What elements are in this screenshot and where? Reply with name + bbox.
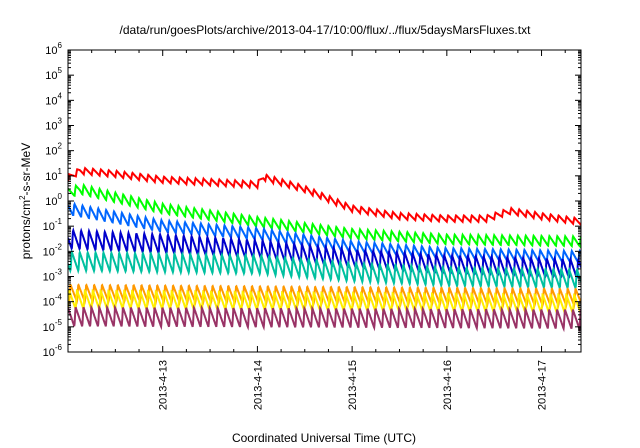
y-tick-label-base: 10: [45, 45, 57, 57]
x-tick-label: 2013-4-17: [537, 360, 549, 410]
y-tick-label-base: 10: [43, 322, 55, 334]
y-tick-label-base: 10: [45, 121, 57, 133]
y-tick-label-exp: 4: [58, 91, 63, 100]
y-tick-label: 10-3: [43, 268, 63, 284]
series-layer: [68, 166, 581, 333]
y-tick-label-base: 10: [43, 272, 55, 284]
y-tick-label-base: 10: [43, 297, 55, 309]
y-tick-label: 10-1: [43, 217, 63, 233]
y-tick-label-exp: -5: [55, 318, 63, 327]
series-line: [68, 288, 581, 317]
y-tick-label-base: 10: [45, 171, 57, 183]
y-tick-label: 103: [45, 117, 62, 133]
y-tick-label-base: 10: [43, 221, 55, 233]
y-tick-label: 105: [45, 66, 62, 82]
y-tick-label-exp: 1: [58, 167, 63, 176]
y-tick-label-base: 10: [43, 246, 55, 258]
series-line: [68, 182, 581, 249]
y-tick-label-exp: 6: [58, 41, 63, 50]
y-tick-label-exp: -2: [55, 242, 63, 251]
y-tick-label: 10-5: [43, 318, 63, 334]
y-tick-label-exp: -6: [55, 343, 63, 352]
y-tick-label-base: 10: [45, 196, 57, 208]
x-tick-label: 2013-4-16: [442, 360, 454, 410]
y-tick-label: 10-4: [43, 293, 63, 309]
y-tick-label: 101: [45, 167, 62, 183]
y-tick-label-exp: 2: [58, 142, 63, 151]
y-axis-title-rest: -s-sr-MeV: [19, 143, 33, 196]
y-axis-title-exp: 2: [18, 195, 27, 200]
y-tick-label-exp: -4: [55, 293, 63, 302]
y-tick-label: 10-2: [43, 242, 63, 258]
y-tick-label-base: 10: [43, 347, 55, 359]
x-axis: 2013-4-13 2013-4-14 2013-4-15 2013-4-16 2013…: [91, 50, 566, 410]
y-tick-label-exp: 0: [58, 192, 63, 201]
x-tick-label: 2013-4-15: [347, 360, 359, 410]
x-tick-label: 2013-4-13: [158, 360, 170, 410]
y-tick-label-exp: 5: [58, 66, 63, 75]
y-tick-label: 104: [45, 91, 62, 107]
series-line: [68, 201, 581, 264]
y-tick-label-base: 10: [45, 95, 57, 107]
y-tick-label: 100: [45, 192, 62, 208]
y-axis: 10-610-510-410-310-210-11001011021031041…: [43, 41, 581, 359]
series-line: [68, 303, 581, 333]
series-line: [68, 166, 581, 226]
y-tick-label-base: 10: [45, 70, 57, 82]
series-line: [68, 249, 581, 292]
y-tick-label: 10-6: [43, 343, 63, 359]
x-axis-title: Coordinated Universal Time (UTC): [232, 431, 416, 445]
chart-title: /data/run/goesPlots/archive/2013-04-17/1…: [120, 23, 532, 37]
y-tick-label-base: 10: [45, 146, 57, 158]
x-tick-label: 2013-4-14: [252, 360, 264, 410]
y-tick-label: 102: [45, 142, 62, 158]
y-tick-label-exp: -1: [55, 217, 63, 226]
y-axis-title-base: protons/cm: [19, 200, 33, 259]
y-axis-title: protons/cm2-s-sr-MeV: [18, 143, 33, 259]
y-tick-label: 106: [45, 41, 62, 57]
y-tick-label-exp: -3: [55, 268, 63, 277]
y-tick-label-exp: 3: [58, 117, 63, 126]
